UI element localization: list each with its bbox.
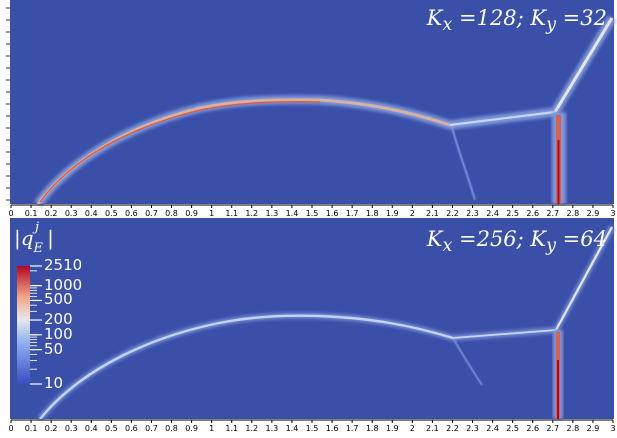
x-tick-label: 0.5 bbox=[105, 209, 118, 218]
x-tick-label: 0.8 bbox=[165, 424, 178, 433]
panel-top-title: Kx =128; Ky =32 bbox=[426, 6, 607, 36]
x-tick-label: 2.4 bbox=[486, 424, 499, 433]
panel-top-y-ticks bbox=[6, 7, 10, 201]
panel-bottom-wall-shock-core bbox=[557, 360, 559, 419]
x-tick-label: 1.4 bbox=[286, 424, 299, 433]
x-tick-label: 1.1 bbox=[225, 424, 238, 433]
x-tick-label: 1.9 bbox=[386, 209, 399, 218]
x-tick-label: 2.3 bbox=[466, 424, 479, 433]
x-tick-label: 0.4 bbox=[85, 209, 98, 218]
x-tick-label: 1.4 bbox=[286, 209, 299, 218]
x-tick-label: 1 bbox=[209, 424, 214, 433]
x-tick-label: 0 bbox=[8, 424, 13, 433]
colorbar-label: 100 bbox=[44, 324, 73, 343]
x-tick-label: 0.5 bbox=[105, 424, 118, 433]
x-tick-label: 0.6 bbox=[125, 209, 138, 218]
x-tick-label: 0.8 bbox=[165, 209, 178, 218]
x-tick-label: 2.2 bbox=[446, 209, 459, 218]
x-tick-label: 1.1 bbox=[225, 209, 238, 218]
panel-top-bow-shock-core bbox=[39, 100, 321, 203]
colorbar-label: 50 bbox=[44, 339, 64, 358]
x-tick-label: 0.1 bbox=[25, 424, 38, 433]
panel-top bbox=[10, 0, 616, 207]
x-tick-label: 2.7 bbox=[546, 424, 559, 433]
x-tick-label: 2.8 bbox=[566, 424, 579, 433]
x-tick-label: 2.9 bbox=[587, 209, 600, 218]
x-tick-label: 1.6 bbox=[326, 424, 339, 433]
x-tick-label: 0.2 bbox=[45, 209, 58, 218]
panel-bottom bbox=[10, 218, 615, 421]
panel-top-x-axis: 0 0.1 0.2 0.3 0.4 0.5 0.6 0.7 0.8 0.9 1 1.1 1.2 1.3 1.… bbox=[8, 204, 616, 218]
colorbar-label: 10 bbox=[44, 374, 64, 392]
panel-bottom-x-axis: 0 0.1 0.2 0.3 0.4 0.5 0.6 0.7 0.8 0.9 1 1.1 1.2 1.3 1.… bbox=[8, 419, 616, 433]
x-tick-label: 1.3 bbox=[265, 209, 278, 218]
colorbar bbox=[17, 265, 42, 385]
x-tick-label: 2.6 bbox=[526, 424, 539, 433]
colorbar-label: 200 bbox=[44, 310, 73, 329]
x-tick-label: 0.6 bbox=[125, 424, 138, 433]
x-tick-label: 1.7 bbox=[346, 209, 359, 218]
x-tick-label: 1.2 bbox=[245, 424, 258, 433]
colorbar-label: 1000 bbox=[44, 275, 83, 294]
x-tick-label: 3 bbox=[610, 424, 615, 433]
colorbar-gradient bbox=[17, 266, 30, 384]
x-tick-label: 3 bbox=[610, 209, 615, 218]
x-tick-label: 2.8 bbox=[566, 209, 579, 218]
x-tick-label: 0.2 bbox=[45, 424, 58, 433]
x-tick-label: 1.6 bbox=[326, 209, 339, 218]
panel-top-slip-line bbox=[451, 126, 476, 201]
panel-bottom-mach-stem bbox=[452, 329, 557, 339]
x-tick-label: 2 bbox=[410, 209, 415, 218]
x-tick-label: 1 bbox=[209, 209, 214, 218]
x-tick-label: 1.5 bbox=[306, 209, 319, 218]
x-tick-label: 1.7 bbox=[346, 424, 359, 433]
x-tick-label: 0.9 bbox=[185, 424, 198, 433]
colorbar-label: 2510 bbox=[44, 256, 83, 274]
x-tick-label: 2.6 bbox=[526, 209, 539, 218]
x-tick-label: 0.3 bbox=[65, 424, 78, 433]
x-tick-label: 0.4 bbox=[85, 424, 98, 433]
panel-bottom-reflected-shock bbox=[555, 226, 613, 331]
x-tick-label: 0.9 bbox=[185, 209, 198, 218]
colorbar-title: |qEj | bbox=[14, 220, 54, 256]
x-tick-label: 1.9 bbox=[386, 424, 399, 433]
x-tick-label: 2.9 bbox=[587, 424, 600, 433]
panel-bottom-slip-line bbox=[453, 339, 483, 386]
x-tick-label: 2.2 bbox=[446, 424, 459, 433]
x-tick-label: 2.4 bbox=[486, 209, 499, 218]
x-tick-label: 1.8 bbox=[366, 424, 379, 433]
x-tick-label: 2 bbox=[410, 424, 415, 433]
x-tick-label: 2.1 bbox=[426, 209, 439, 218]
x-tick-label: 2.5 bbox=[506, 209, 519, 218]
panel-bottom-title: Kx =256; Ky =64 bbox=[426, 227, 607, 257]
x-tick-label: 1.3 bbox=[265, 424, 278, 433]
x-tick-label: 2.3 bbox=[466, 209, 479, 218]
x-tick-label: 1.5 bbox=[306, 424, 319, 433]
x-tick-label: 0.7 bbox=[145, 424, 158, 433]
colorbar-ticks bbox=[30, 265, 42, 385]
x-tick-label: 2.1 bbox=[426, 424, 439, 433]
panel-top-wall-shock-core bbox=[557, 140, 560, 204]
x-tick-label: 0.1 bbox=[25, 209, 38, 218]
x-tick-label: 0.7 bbox=[145, 209, 158, 218]
x-tick-label: 0 bbox=[8, 209, 13, 218]
colorbar-label: 500 bbox=[44, 290, 73, 309]
x-tick-label: 0.3 bbox=[65, 209, 78, 218]
panel-top-mach-stem bbox=[449, 110, 556, 127]
x-tick-label: 1.2 bbox=[245, 209, 258, 218]
panel-top-reflected-shock bbox=[553, 17, 614, 113]
x-tick-label: 1.8 bbox=[366, 209, 379, 218]
panel-bottom-bow-shock bbox=[39, 314, 454, 420]
x-tick-label: 2.7 bbox=[546, 209, 559, 218]
x-tick-label: 2.5 bbox=[506, 424, 519, 433]
